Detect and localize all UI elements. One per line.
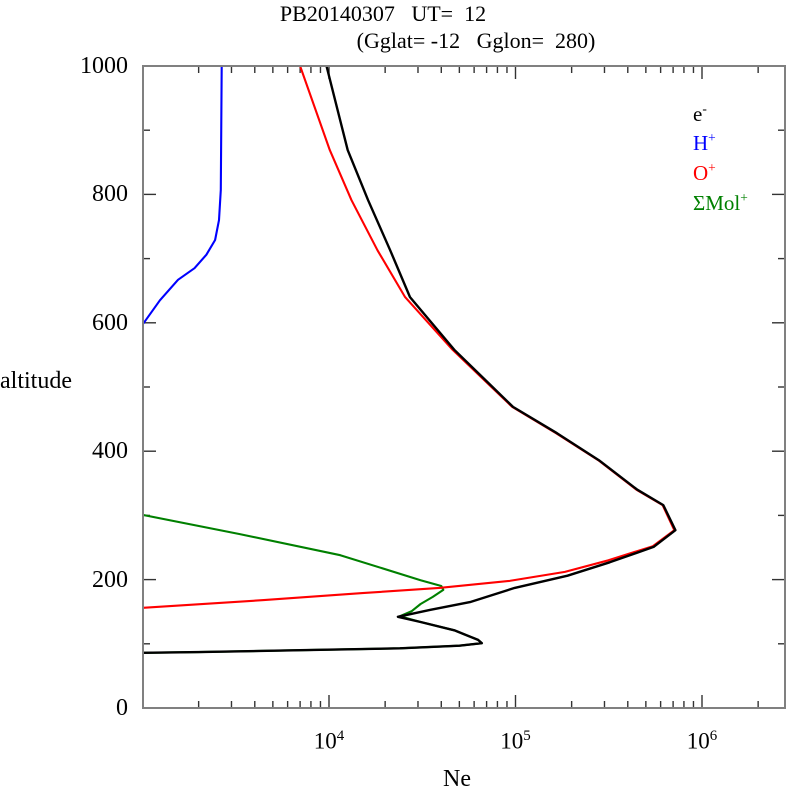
legend-label-sup: + — [740, 190, 748, 205]
x-axis-label: Ne — [443, 766, 471, 792]
x-tick-exponent: 6 — [709, 728, 718, 744]
series-o — [143, 66, 676, 609]
legend-label-sup: - — [702, 101, 707, 116]
legend-item-oplus: O+ — [693, 157, 716, 184]
x-tick-label: 106 — [662, 724, 742, 754]
legend-label: H — [693, 131, 709, 155]
legend-label-sup: + — [708, 160, 716, 175]
chart-subtitle: (Gglat= -12 Gglon= 280) — [356, 28, 596, 53]
y-tick-label: 200 — [92, 566, 128, 593]
y-tick-label: 800 — [92, 181, 128, 208]
chart-title: PB20140307 UT= 12 — [279, 1, 487, 26]
legend-item-molplus: ΣMol+ — [693, 187, 748, 214]
y-tick-label: 400 — [92, 438, 128, 465]
legend-label: e — [693, 102, 703, 126]
y-tick-label: 0 — [116, 695, 128, 721]
curves — [143, 66, 677, 654]
y-axis-label: altitude — [0, 368, 72, 394]
x-tick-label: 104 — [289, 724, 369, 754]
x-tick-base: 10 — [686, 728, 710, 754]
legend-item-electron: e- — [693, 98, 707, 125]
legend-label: ΣMol — [693, 191, 741, 215]
x-tick-exponent: 5 — [523, 728, 531, 744]
x-tick-base: 10 — [313, 728, 337, 754]
x-tick-label: 105 — [476, 724, 556, 754]
series-e — [143, 66, 677, 654]
y-tick-label: 600 — [92, 309, 128, 336]
plot-frame — [142, 65, 786, 709]
legend-item-hplus: H+ — [693, 127, 716, 154]
x-tick-base: 10 — [500, 728, 524, 754]
axis-ticks — [143, 66, 785, 708]
legend-label: O — [693, 161, 709, 185]
series-sigmamol — [143, 513, 483, 654]
series-h — [143, 66, 223, 326]
legend-label-sup: + — [708, 130, 716, 145]
y-tick-label: 1000 — [80, 53, 128, 79]
x-tick-exponent: 4 — [336, 728, 345, 744]
